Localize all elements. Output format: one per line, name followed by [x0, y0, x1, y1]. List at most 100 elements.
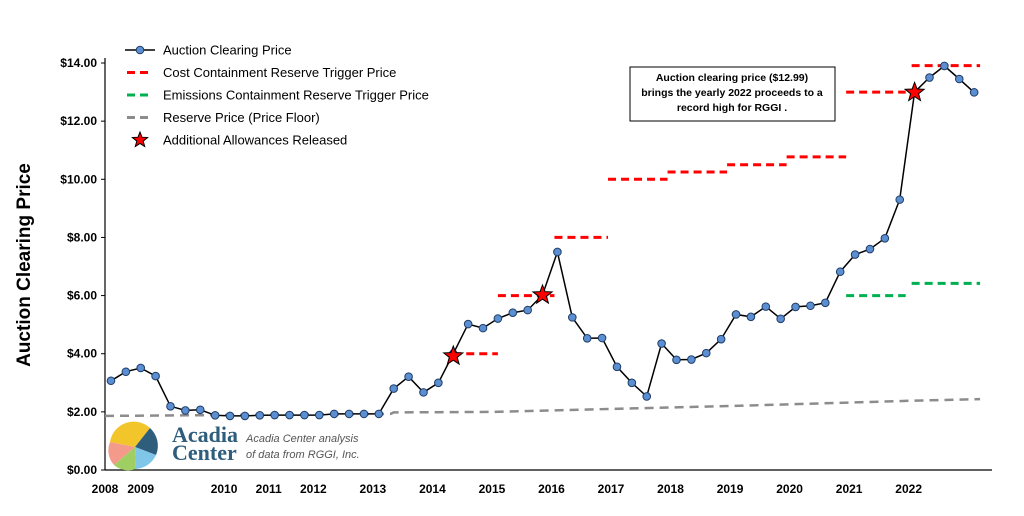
auction-price-point — [329, 409, 339, 419]
annotation-box: Auction clearing price ($12.99) brings t… — [629, 66, 836, 122]
legend-label: Auction Clearing Price — [163, 43, 292, 58]
auction-price-point — [776, 314, 785, 324]
legend-item: Additional Allowances Released — [131, 130, 347, 148]
auction-price-point — [731, 310, 741, 319]
auction-price-point — [761, 302, 771, 311]
auction-price-point — [954, 74, 964, 84]
x-tick-labels: 2008 2009 2010 2011 2012 2013 2014 2015 2016 2017… — [92, 482, 923, 496]
auction-price-point — [627, 378, 637, 388]
auction-price-point — [389, 384, 399, 393]
acadia-logo-mark — [108, 421, 158, 471]
auction-price-point — [285, 410, 294, 420]
auction-price-point — [568, 313, 577, 322]
y-tick-label: $14.00 — [60, 56, 97, 70]
auction-price-point — [255, 411, 265, 420]
auction-price-point — [657, 339, 666, 348]
legend-item: Cost Containment Reserve Trigger Price — [127, 65, 396, 80]
x-tick-label: 2018 — [657, 482, 684, 496]
legend-item: Auction Clearing Price — [125, 43, 292, 58]
x-tick-label: 2008 — [92, 482, 119, 496]
y-axis-title-group: Auction Clearing Price — [14, 163, 35, 367]
auction-price-point — [642, 392, 652, 401]
auction-price-point — [181, 406, 190, 415]
annotation-line-1: Auction clearing price ($12.99) — [656, 72, 808, 84]
legend-swatch-marker — [135, 45, 145, 55]
legend-item: Emissions Containment Reserve Trigger Pr… — [127, 88, 429, 103]
auction-price-point — [240, 411, 250, 421]
legend-swatch-star — [131, 130, 149, 148]
y-tick-label: $8.00 — [67, 230, 97, 244]
x-tick-label: 2012 — [300, 482, 327, 496]
x-tick-label: 2017 — [598, 482, 625, 496]
auction-price-point — [791, 302, 800, 312]
y-tick-labels: $0.00 $2.00 $4.00 $6.00 $8.00 $10.00 $12.00 $14… — [60, 56, 105, 477]
annotation-line-2: brings the yearly 2022 proceeds to a — [641, 87, 823, 99]
x-tick-label: 2016 — [538, 482, 565, 496]
auction-price-point — [821, 298, 830, 308]
annotation-line-3: record high for RGGI . — [677, 102, 787, 114]
y-tick-label: $4.00 — [67, 347, 97, 361]
auction-price-point — [597, 333, 607, 343]
auction-price-point — [582, 334, 592, 343]
auction-price-point — [687, 355, 696, 364]
auction-price-point — [746, 312, 756, 322]
auction-price-point — [835, 267, 845, 277]
x-tick-label: 2011 — [256, 482, 282, 496]
x-tick-label: 2019 — [717, 482, 744, 496]
auction-price-point — [315, 410, 324, 420]
logo-credit-line2: of data from RGGI, Inc. — [246, 449, 360, 461]
y-tick-label: $2.00 — [67, 405, 97, 419]
legend-label: Emissions Containment Reserve Trigger Pr… — [163, 88, 429, 103]
annotation-frame — [629, 66, 836, 122]
auction-price-point — [493, 314, 503, 323]
x-tick-label: 2014 — [419, 482, 446, 496]
auction-price-point — [463, 319, 473, 329]
auction-price-point — [895, 195, 905, 204]
auction-price-point — [434, 378, 443, 388]
allowance-release-star — [903, 80, 926, 102]
acadia-center-logo: Acadia Center Acadia Center analysis of … — [108, 421, 360, 471]
x-tick-label: 2022 — [895, 482, 922, 496]
auction-price-point — [166, 402, 175, 411]
auction-price-point — [523, 305, 532, 315]
allowance-release-star — [442, 344, 465, 366]
legend-label: Cost Containment Reserve Trigger Price — [163, 65, 396, 80]
auction-price-point — [672, 355, 681, 365]
legend-label: Additional Allowances Released — [163, 133, 347, 148]
logo-credit-line1: Acadia Center analysis — [245, 433, 359, 445]
auction-price-point — [225, 411, 235, 421]
auction-price-point — [701, 348, 711, 358]
auction-price-point — [136, 363, 146, 373]
x-tick-label: 2013 — [360, 482, 387, 496]
logo-name-line1: Acadia — [172, 422, 238, 447]
y-tick-label: $0.00 — [67, 463, 97, 477]
auction-price-point — [969, 88, 979, 97]
x-tick-label: 2021 — [836, 482, 863, 496]
auction-price-point — [553, 247, 562, 257]
y-tick-label: $6.00 — [67, 289, 97, 303]
auction-price-point — [865, 244, 875, 254]
x-tick-label: 2010 — [211, 482, 238, 496]
auction-price-point — [806, 301, 815, 311]
reserve-price-line — [104, 397, 981, 418]
allowance-star-layer — [442, 80, 926, 366]
auction-price-point — [419, 388, 428, 397]
auction-price-point — [300, 410, 309, 420]
x-tick-label: 2009 — [127, 482, 154, 496]
auction-price-point — [478, 323, 488, 333]
auction-price-point — [195, 405, 205, 415]
auction-price-point — [270, 410, 279, 420]
auction-price-point — [716, 334, 726, 344]
legend-label: Reserve Price (Price Floor) — [163, 110, 320, 125]
legend: Auction Clearing Price Cost Containment R… — [125, 43, 429, 148]
y-axis-title: Auction Clearing Price — [14, 163, 35, 367]
auction-price-point — [359, 409, 369, 419]
allowance-release-star — [531, 283, 554, 305]
y-tick-label: $12.00 — [60, 114, 97, 128]
auction-price-point — [612, 362, 622, 372]
auction-price-point — [210, 411, 220, 420]
auction-price-point — [850, 250, 860, 259]
logo-name-line2: Center — [172, 440, 237, 465]
auction-price-point — [880, 234, 890, 243]
